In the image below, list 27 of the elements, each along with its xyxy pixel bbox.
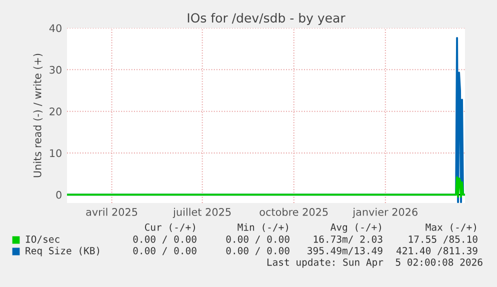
y-tick-label: 20 xyxy=(50,108,62,116)
x-tick-label: octobre 2025 xyxy=(260,208,328,216)
x-tick-label: juillet 2025 xyxy=(172,208,231,218)
line-series xyxy=(67,176,465,198)
y-tick-label: 10 xyxy=(50,149,62,158)
x-tick-label: janvier 2026 xyxy=(352,208,418,218)
x-tick-label: avril 2025 xyxy=(86,208,138,216)
text: 17.55 /85.10 xyxy=(408,235,478,244)
text: 395.49m/13.49 xyxy=(308,246,382,256)
text: 16.73m/ 2.03 xyxy=(314,235,382,244)
y-tick-label: 0 xyxy=(56,190,62,199)
text: 0.00 / 0.00 xyxy=(226,235,290,244)
text: Min (-/+) xyxy=(238,223,288,232)
text: Max (-/+) xyxy=(426,223,476,232)
legend-label: Req Size (KB) xyxy=(26,246,100,256)
text: 0.00 / 0.00 xyxy=(133,235,196,244)
text: Last update: Sun Apr 5 02:00:08 2026 xyxy=(267,258,482,268)
y-axis-title: Units read (-) / write (+) xyxy=(33,54,43,178)
text: 0.00 / 0.00 xyxy=(133,246,196,256)
text: Avg (-/+) xyxy=(330,223,381,233)
text: Cur (-/+) xyxy=(144,223,195,232)
legend-label: IO/sec xyxy=(26,235,60,244)
text: 0.00 / 0.00 xyxy=(226,246,290,256)
chart-title: IOs for /dev/sdb - by year xyxy=(188,12,346,26)
text: 421.40 /811.39 xyxy=(396,246,478,256)
y-tick-label: 30 xyxy=(50,66,62,74)
y-tick-label: 40 xyxy=(49,24,62,32)
